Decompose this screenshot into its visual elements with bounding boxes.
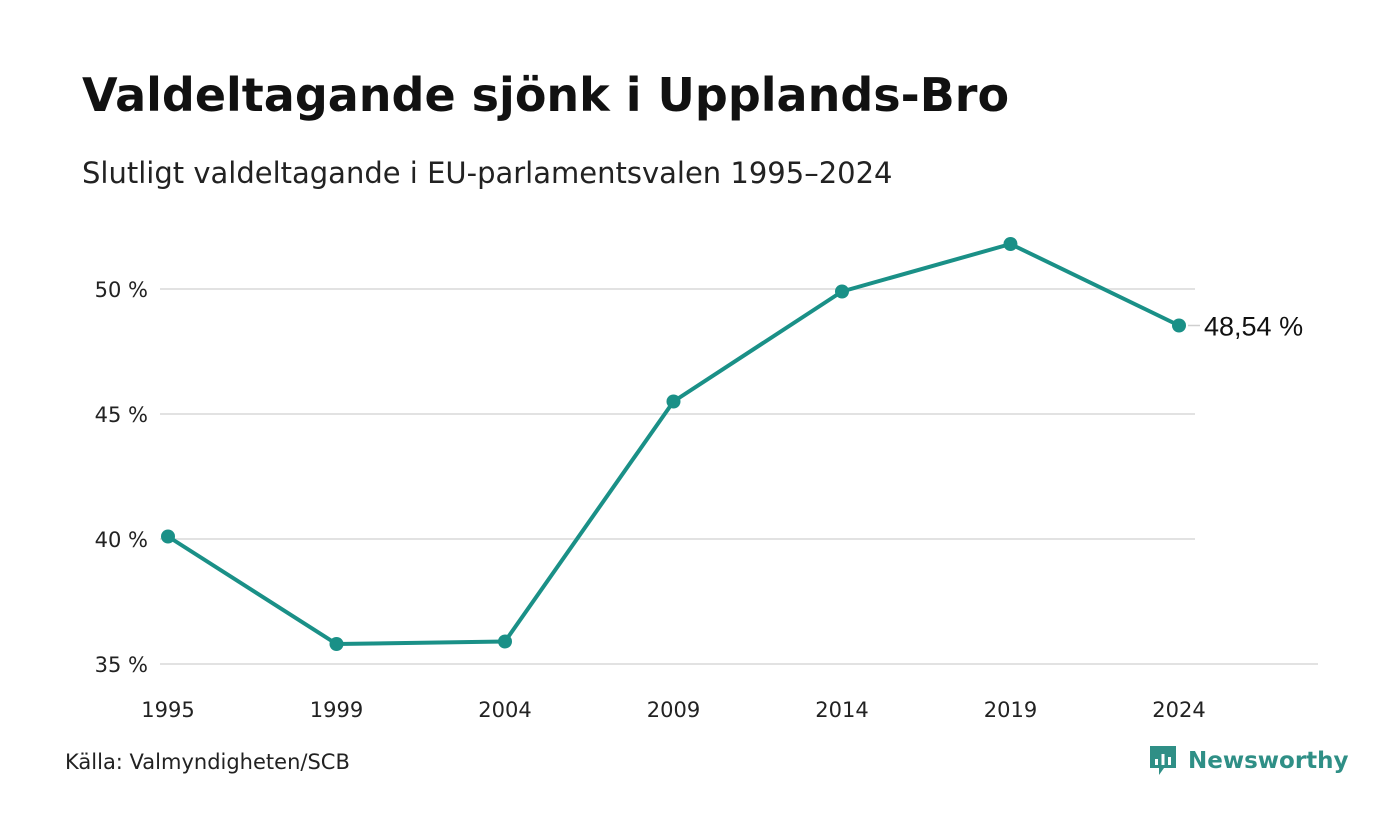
- data-point-1995: [161, 529, 175, 544]
- x-tick-label: 1999: [310, 698, 363, 722]
- series-line-layer: [166, 242, 1181, 646]
- data-points: [161, 237, 1186, 651]
- y-axis-tick-labels: 35 % 40 % 45 % 50 %: [95, 278, 148, 677]
- x-tick-label: 2014: [815, 698, 868, 722]
- x-tick-label: 2009: [647, 698, 700, 722]
- y-tick-label: 35 %: [95, 653, 148, 677]
- end-label-layer: 48,54 %: [1188, 312, 1303, 342]
- gridlines: [160, 288, 1318, 665]
- end-value-label: 48,54 %: [1204, 312, 1303, 342]
- brand-logo: Newsworthy: [1148, 744, 1349, 778]
- newsworthy-logo-icon: [1150, 746, 1176, 775]
- x-tick-label: 2024: [1152, 698, 1205, 722]
- series-line: [166, 242, 1181, 646]
- data-point-2009: [666, 394, 681, 409]
- chart-subtitle: Slutligt valdeltagande i EU-parlamentsva…: [82, 156, 893, 190]
- data-point-2014: [835, 284, 849, 299]
- source-note: Källa: Valmyndigheten/SCB: [65, 750, 350, 774]
- data-point-2004: [498, 634, 512, 649]
- x-tick-label: 1995: [141, 698, 194, 722]
- brand-name: Newsworthy: [1188, 748, 1349, 774]
- y-tick-label: 45 %: [95, 403, 148, 427]
- data-point-1999: [329, 637, 344, 651]
- y-tick-label: 50 %: [95, 278, 148, 302]
- data-point-2024: [1172, 318, 1186, 333]
- y-tick-label: 40 %: [95, 528, 148, 552]
- data-point-2019: [1003, 237, 1018, 251]
- x-tick-label: 2004: [478, 698, 531, 722]
- x-tick-label: 2019: [984, 698, 1037, 722]
- chart-title: Valdeltagande sjönk i Upplands-Bro: [82, 68, 1010, 122]
- x-axis-tick-labels: 1995 1999 2004 2009 2014 2019 2024: [141, 698, 1205, 722]
